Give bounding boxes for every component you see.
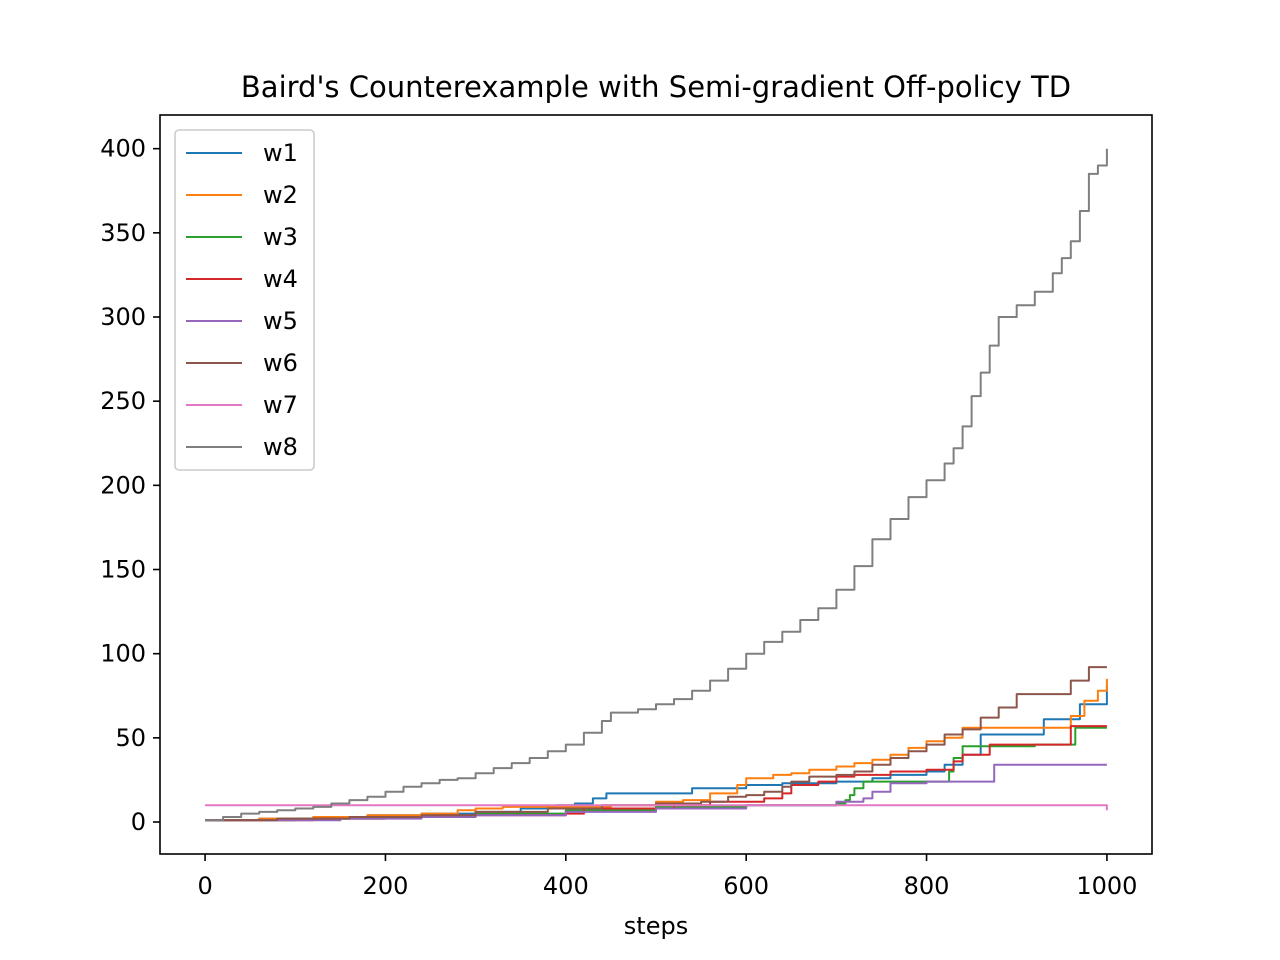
- x-tick-label: 800: [904, 872, 950, 900]
- legend-label-w3: w3: [263, 223, 298, 251]
- x-tick-label: 600: [723, 872, 769, 900]
- x-tick-label: 200: [363, 872, 409, 900]
- legend-label-w4: w4: [263, 265, 298, 293]
- x-tick-label: 1000: [1076, 872, 1137, 900]
- legend-label-w6: w6: [263, 349, 298, 377]
- series-line-w7: [205, 804, 1108, 811]
- series-line-w8: [205, 148, 1108, 822]
- y-tick-label: 250: [100, 387, 146, 415]
- legend-label-w2: w2: [263, 181, 298, 209]
- legend: w1 w2 w3 w4 w5 w6 w7 w8: [174, 129, 315, 471]
- y-tick-label: 350: [100, 219, 146, 247]
- series-line-w6: [205, 666, 1107, 822]
- y-tick-label: 400: [100, 135, 146, 163]
- y-tick-label: 300: [100, 303, 146, 331]
- y-tick-label: 100: [100, 640, 146, 668]
- x-tick-label: 0: [197, 872, 212, 900]
- legend-label-w7: w7: [263, 391, 298, 419]
- y-tick-label: 0: [131, 808, 146, 836]
- series-line-w3: [205, 726, 1107, 822]
- series-line-w2: [205, 678, 1108, 822]
- x-tick-label: 400: [543, 872, 589, 900]
- y-tick-label: 50: [115, 724, 146, 752]
- legend-label-w1: w1: [263, 139, 298, 167]
- series-line-w1: [205, 685, 1108, 822]
- x-axis-title: steps: [624, 912, 688, 940]
- y-tick-label: 200: [100, 471, 146, 499]
- legend-label-w5: w5: [263, 307, 298, 335]
- chart-title: Baird's Counterexample with Semi-gradien…: [241, 70, 1071, 104]
- y-tick-label: 150: [100, 556, 146, 584]
- legend-box: [174, 129, 315, 471]
- plot-frame: [159, 114, 1153, 855]
- legend-label-w8: w8: [263, 433, 298, 461]
